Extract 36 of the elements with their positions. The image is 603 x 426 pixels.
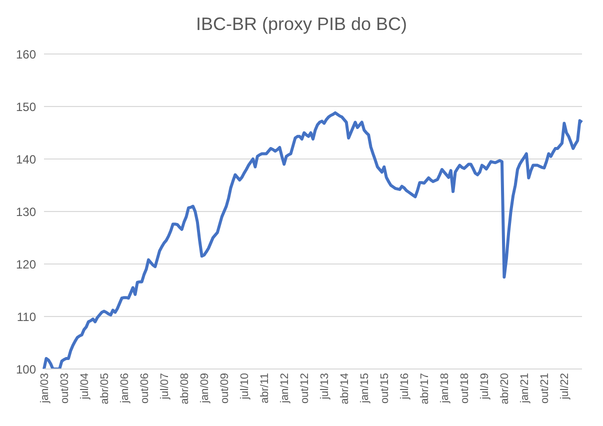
x-tick-label: out/15 — [378, 373, 391, 404]
x-tick-label: jan/06 — [118, 373, 131, 404]
x-tick-label: abr/17 — [418, 373, 431, 404]
y-tick-label: 160 — [16, 47, 36, 62]
x-tick-label: jul/04 — [78, 373, 91, 400]
y-tick-label: 100 — [16, 362, 36, 376]
line-series — [42, 111, 584, 369]
x-tick-label: jan/03 — [38, 373, 51, 404]
x-tick-label: out/21 — [539, 373, 552, 404]
x-tick-label: jul/13 — [318, 373, 331, 400]
x-tick-label: jan/15 — [358, 373, 371, 404]
y-tick-label: 150 — [16, 100, 36, 114]
x-tick-label: jan/21 — [519, 373, 532, 404]
x-tick-label: jul/19 — [478, 373, 491, 400]
y-tick-label: 110 — [16, 310, 36, 324]
y-tick-label: 130 — [16, 204, 36, 219]
x-tick-label: out/18 — [458, 373, 471, 404]
x-tick-label: abr/14 — [338, 373, 351, 404]
x-tick-label: abr/11 — [258, 373, 271, 404]
x-tick-label: out/06 — [138, 373, 151, 404]
x-tick-label: jan/09 — [198, 373, 211, 404]
x-tick-label: jul/22 — [559, 373, 572, 400]
x-tick-label: jan/18 — [438, 373, 451, 404]
x-tick-label: jul/10 — [238, 373, 251, 400]
x-tick-label: jul/16 — [398, 373, 411, 400]
x-tick-label: abr/05 — [98, 373, 111, 404]
y-tick-label: 120 — [16, 257, 36, 272]
chart-title: IBC-BR (proxy PIB do BC) — [194, 14, 408, 35]
x-tick-label: out/03 — [58, 373, 71, 404]
x-tick-label: abr/08 — [178, 373, 191, 404]
x-tick-label: out/09 — [218, 373, 231, 404]
x-tick-label: jan/12 — [278, 373, 291, 404]
x-tick-label: out/12 — [298, 373, 311, 404]
x-tick-label: jul/07 — [158, 373, 171, 400]
x-tick-label: abr/20 — [499, 373, 511, 404]
y-tick-label: 140 — [16, 152, 36, 166]
